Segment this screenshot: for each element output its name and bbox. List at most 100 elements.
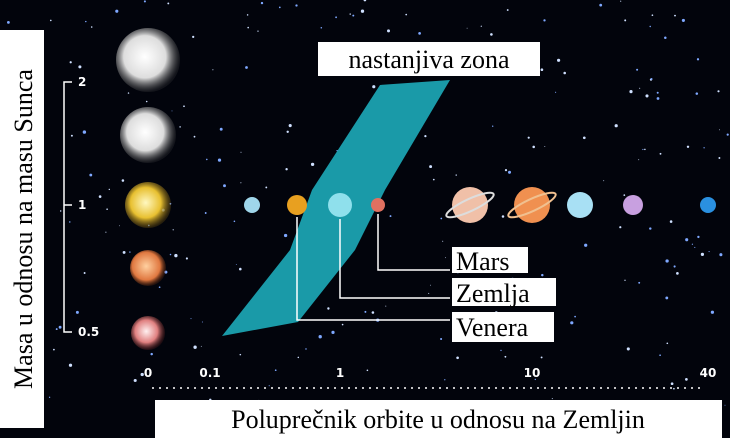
background-star (98, 195, 102, 198)
background-star (341, 323, 344, 326)
background-star (694, 246, 696, 248)
background-star (169, 253, 172, 256)
background-star (665, 296, 669, 300)
background-star (89, 173, 93, 177)
background-star (260, 1, 264, 5)
background-star (288, 124, 292, 128)
background-star (115, 9, 119, 13)
background-star (430, 284, 431, 286)
planet (623, 195, 643, 215)
background-star (696, 58, 700, 61)
background-star (669, 220, 673, 223)
background-star (245, 66, 248, 69)
leader-line (296, 217, 450, 321)
background-star (540, 356, 543, 359)
background-star (456, 356, 459, 360)
background-star (685, 378, 688, 381)
background-star (192, 35, 195, 39)
y-axis (63, 81, 72, 333)
background-star (574, 315, 576, 318)
background-star (432, 178, 435, 181)
background-star (82, 130, 87, 134)
background-star (629, 90, 633, 94)
y-label-box (0, 30, 44, 428)
planet-label: Venera (456, 313, 529, 342)
background-star (158, 286, 161, 289)
star (120, 107, 176, 163)
background-star (360, 9, 365, 13)
background-star (283, 233, 288, 238)
background-star (444, 379, 446, 381)
planet-ring (507, 191, 557, 219)
background-star (217, 158, 222, 162)
background-star (185, 257, 188, 260)
x-tick-label: 0 (144, 366, 152, 380)
background-star (55, 328, 58, 331)
background-star (666, 342, 669, 345)
star (131, 316, 165, 350)
background-star (305, 348, 307, 350)
x-label-box (155, 400, 722, 438)
background-star (6, 21, 10, 24)
background-star (140, 372, 144, 377)
background-star (372, 85, 376, 89)
y-tick-label: 1 (78, 198, 86, 212)
background-star (75, 310, 79, 314)
background-star (327, 307, 330, 310)
background-star (278, 6, 281, 9)
background-star (650, 77, 653, 81)
background-star (200, 345, 202, 347)
background-star (366, 369, 369, 372)
background-star (557, 58, 561, 62)
background-star (268, 385, 270, 387)
planet (567, 192, 593, 218)
background-star (69, 221, 71, 223)
background-star (584, 243, 588, 247)
background-star (719, 253, 723, 257)
background-star (717, 90, 720, 93)
label-box (452, 247, 528, 273)
background-star (649, 227, 652, 230)
background-star (563, 71, 566, 75)
background-star (440, 217, 443, 220)
background-star (440, 337, 443, 341)
background-star (201, 321, 203, 323)
background-star (371, 311, 375, 314)
background-star (58, 325, 62, 329)
background-star (286, 130, 289, 133)
background-star (659, 354, 661, 357)
background-star (656, 97, 660, 100)
background-star (700, 252, 705, 257)
stars-column (116, 28, 180, 350)
background-star (385, 305, 387, 307)
background-star (697, 235, 700, 239)
x-tick-label: 40 (700, 366, 717, 380)
background-star (695, 92, 699, 95)
background-star (70, 134, 73, 137)
background-star (719, 129, 720, 131)
background-star (183, 105, 185, 108)
background-star (121, 179, 125, 182)
x-axis-label: Poluprečnik orbite u odnosu na Zemljin (231, 405, 645, 434)
background-star (490, 33, 493, 36)
background-star (193, 345, 197, 349)
background-star (53, 348, 55, 351)
background-star (691, 243, 694, 245)
background-star (506, 9, 509, 11)
background-star (665, 259, 669, 263)
background-star (429, 165, 433, 169)
background-star (69, 61, 72, 64)
background-star (171, 110, 173, 112)
background-star (240, 151, 242, 153)
background-star (295, 4, 298, 7)
background-star (670, 382, 674, 386)
background-star (206, 158, 208, 161)
background-star (247, 26, 249, 29)
planet (328, 193, 352, 217)
background-star (624, 19, 627, 22)
y-axis-label: Masa u odnosu na masu Sunca (9, 69, 38, 389)
background-star (455, 174, 457, 176)
background-star (656, 91, 659, 94)
background-star (172, 229, 174, 231)
